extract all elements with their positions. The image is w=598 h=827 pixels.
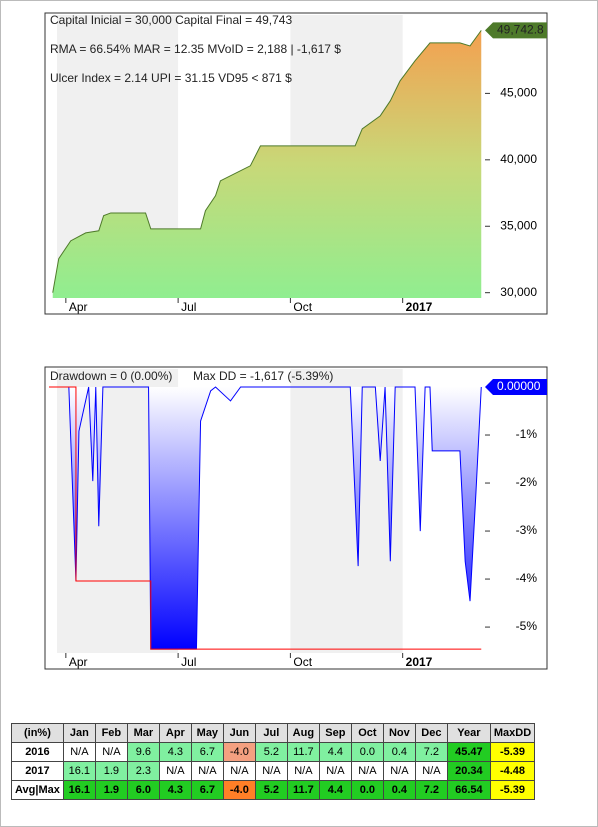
header-cell: Feb <box>94 723 128 743</box>
table-cell: 2.3 <box>126 761 160 781</box>
table-cell: 4.3 <box>158 780 192 800</box>
table-cell: 16.1 <box>62 780 96 800</box>
header-cell: Mar <box>126 723 160 743</box>
line <box>52 30 482 293</box>
x-tick-label: Jul <box>181 655 196 669</box>
table-cell: N/A <box>190 761 224 781</box>
table-row: 2017 16.1 1.9 2.3 N/A N/A N/A N/A N/A N/A N/A N/A N/… <box>11 761 536 781</box>
line <box>49 386 482 650</box>
annotation: Max DD = -1,617 (-5.39%) <box>193 369 333 383</box>
table-cell: N/A <box>222 761 256 781</box>
y-tick-label: -3% <box>516 523 538 537</box>
last-value-marker <box>485 22 547 39</box>
table-cell: 7.2 <box>414 742 448 762</box>
table-cell: N/A <box>414 761 448 781</box>
table-cell: 6.0 <box>126 780 160 800</box>
header-cell: Aug <box>286 723 320 743</box>
table-cell: 1.9 <box>94 761 128 781</box>
header-cell: Jan <box>62 723 96 743</box>
table-cell: 16.1 <box>62 761 96 781</box>
y-tick-label: 30,000 <box>500 285 537 299</box>
x-tick-label: 2017 <box>406 655 433 669</box>
annotation: RMA = 66.54% MAR = 12.35 MVoID = 2,188 |… <box>50 42 341 56</box>
returns-table: (in%) Jan Feb Mar Apr May Jun Jul Aug Sep Oct Nov De… <box>11 723 536 800</box>
table-cell: N/A <box>350 761 384 781</box>
table-cell: 1.9 <box>94 780 128 800</box>
annotation: Drawdown = 0 (0.00%) <box>50 369 172 383</box>
table-cell: 5.2 <box>254 742 288 762</box>
header-cell: MaxDD <box>489 723 536 743</box>
table-cell: 20.34 <box>446 761 491 781</box>
table-cell: -4.48 <box>489 761 536 781</box>
x-tick-label: 2017 <box>406 300 433 314</box>
x-tick-label: Oct <box>293 300 312 314</box>
last-value-marker <box>485 379 547 396</box>
x-tick-label: Apr <box>69 655 88 669</box>
table-cell: -5.39 <box>489 780 536 800</box>
table-cell: -5.39 <box>489 742 536 762</box>
y-tick-label: -1% <box>516 427 538 441</box>
y-tick-label: 35,000 <box>500 218 537 232</box>
table-cell: 11.7 <box>286 742 320 762</box>
table-cell: 11.7 <box>286 780 320 800</box>
table-cell: 0.0 <box>350 780 384 800</box>
y-tick-label: -2% <box>516 475 538 489</box>
table-row: 2016 N/A N/A 9.6 4.3 6.7 -4.0 5.2 11.7 4.4 0.0 0.4 7… <box>11 742 536 762</box>
table-cell: 66.54 <box>446 780 491 800</box>
area <box>49 387 482 650</box>
line <box>49 386 482 650</box>
table-cell: 2016 <box>11 742 64 762</box>
table-cell: 4.4 <box>318 742 352 762</box>
y-tick-label: 45,000 <box>500 86 537 100</box>
table-cell: 2017 <box>11 761 64 781</box>
header-row: (in%) Jan Feb Mar Apr May Jun Jul Aug Sep Oct Nov De… <box>11 723 536 743</box>
header-cell: Dec <box>414 723 448 743</box>
charts: 30,00035,00040,00045,000AprJulOct2017bcB… <box>44 12 548 670</box>
table-row: Avg|Max 16.1 1.9 6.0 4.3 6.7 -4.0 5.2 11.7 4.4 0.0… <box>11 780 536 800</box>
x-tick-label: Jul <box>181 300 196 314</box>
header-cell: Nov <box>382 723 416 743</box>
table-cell: 0.4 <box>382 742 416 762</box>
table-cell: 9.6 <box>126 742 160 762</box>
table-cell: 0.0 <box>350 742 384 762</box>
table-cell: 0.4 <box>382 780 416 800</box>
table-cell: 6.7 <box>190 780 224 800</box>
table-cell: N/A <box>382 761 416 781</box>
annotation: Capital Inicial = 30,000 Capital Final =… <box>50 13 292 27</box>
header-cell: Oct <box>350 723 384 743</box>
table-cell: N/A <box>254 761 288 781</box>
last-value-label: 0.00000 <box>497 379 541 393</box>
header-cell: Jul <box>254 723 288 743</box>
table-cell: Avg|Max <box>11 780 64 800</box>
table-cell: 7.2 <box>414 780 448 800</box>
table-cell: -4.0 <box>222 742 256 762</box>
header-cell: Jun <box>222 723 256 743</box>
table-cell: N/A <box>318 761 352 781</box>
header-cell: Apr <box>158 723 192 743</box>
table-cell: N/A <box>94 742 128 762</box>
y-tick-label: -4% <box>516 571 538 585</box>
last-value-label: 49,742.8 <box>497 23 544 37</box>
table-cell: 45.47 <box>446 742 491 762</box>
table-cell: 5.2 <box>254 780 288 800</box>
annotation: Ulcer Index = 2.14 UPI = 31.15 VD95 < 87… <box>50 71 292 85</box>
y-tick-label: 40,000 <box>500 152 537 166</box>
table-cell: N/A <box>62 742 96 762</box>
header-cell: Year <box>446 723 491 743</box>
table-cell: 6.7 <box>190 742 224 762</box>
band <box>290 369 403 653</box>
table-cell: 4.4 <box>318 780 352 800</box>
header-cell: May <box>190 723 224 743</box>
table-cell: -4.0 <box>222 780 256 800</box>
table-cell: 4.3 <box>158 742 192 762</box>
area <box>52 30 482 299</box>
header-cell: (in%) <box>11 723 64 743</box>
x-tick-label: Oct <box>293 655 312 669</box>
table-cell: N/A <box>286 761 320 781</box>
x-tick-label: Apr <box>69 300 88 314</box>
header-cell: Sep <box>318 723 352 743</box>
y-tick-label: -5% <box>516 619 538 633</box>
table-cell: N/A <box>158 761 192 781</box>
